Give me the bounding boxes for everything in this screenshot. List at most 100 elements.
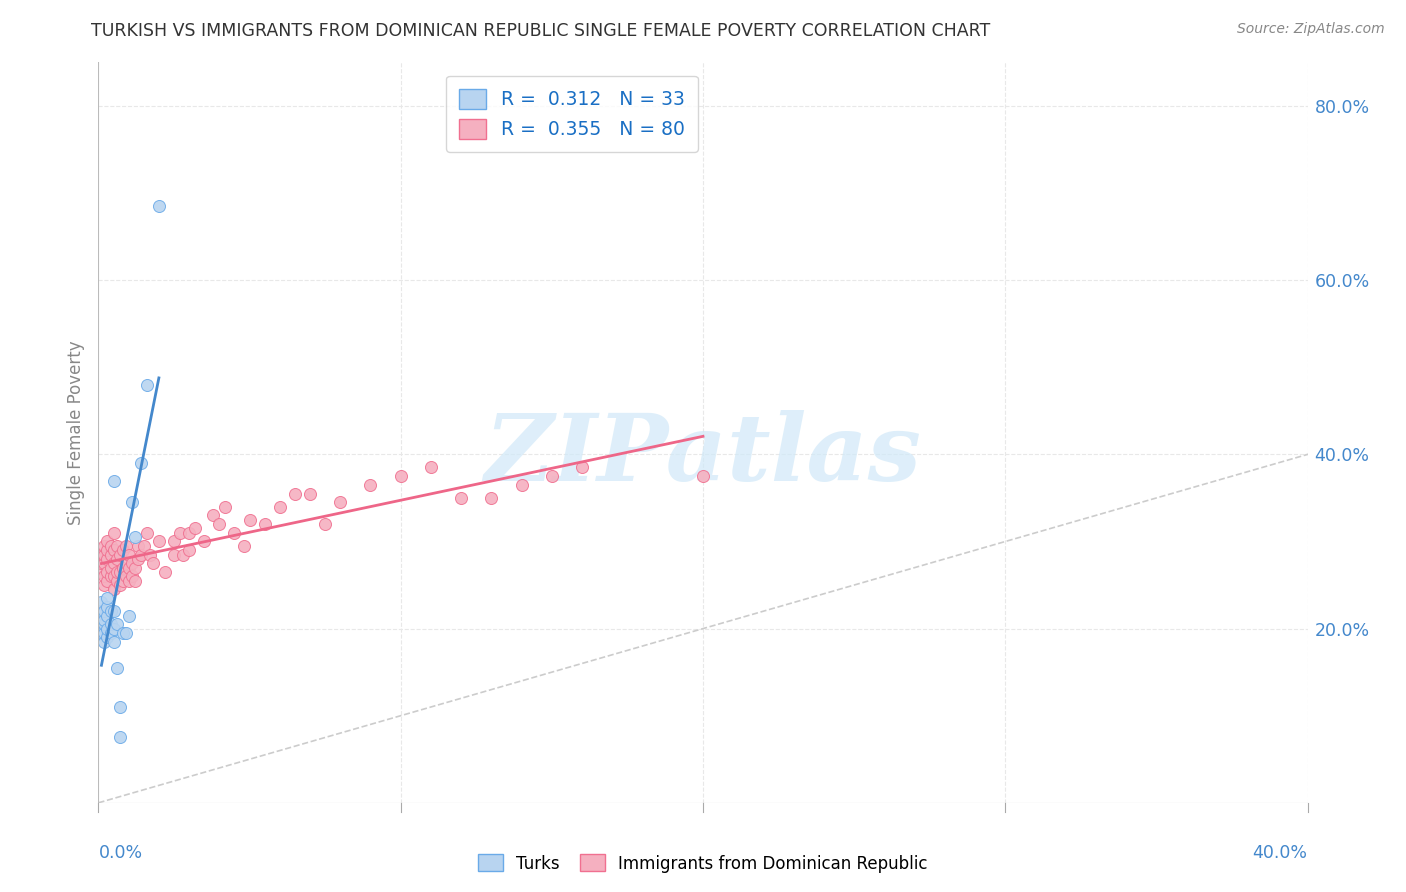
Legend: Turks, Immigrants from Dominican Republic: Turks, Immigrants from Dominican Republi… (471, 847, 935, 880)
Point (269, 500, 291, 514)
Point (232, 539, 254, 553)
Point (111, 560, 134, 574)
Point (239, 513, 262, 527)
Point (90, 565, 112, 579)
Point (111, 543, 134, 558)
Point (100, 560, 122, 574)
Text: Source: ZipAtlas.com: Source: ZipAtlas.com (1237, 22, 1385, 37)
Legend: R =  0.312   N = 33, R =  0.355   N = 80: R = 0.312 N = 33, R = 0.355 N = 80 (446, 76, 697, 153)
Point (142, 556, 165, 570)
Point (105, 574, 128, 588)
Point (129, 456, 152, 470)
Point (103, 622, 125, 636)
Point (124, 560, 146, 574)
Point (314, 517, 336, 532)
Point (163, 548, 186, 562)
Point (121, 495, 143, 509)
Point (114, 569, 136, 583)
Point (103, 525, 125, 540)
Point (172, 548, 194, 562)
Point (100, 548, 122, 562)
Point (389, 469, 412, 483)
Point (96, 608, 118, 623)
Point (202, 508, 225, 523)
Point (114, 556, 136, 570)
Point (108, 700, 131, 714)
Point (135, 525, 157, 540)
Point (118, 548, 141, 562)
Point (90, 556, 112, 570)
Point (96, 574, 118, 588)
Point (96, 630, 118, 644)
Point (93, 604, 115, 618)
Point (93, 556, 115, 570)
Text: ZIPatlas: ZIPatlas (485, 409, 921, 500)
Point (118, 608, 141, 623)
Point (179, 543, 201, 558)
Point (105, 552, 128, 566)
Point (103, 569, 125, 583)
Point (163, 534, 186, 549)
Point (108, 731, 131, 745)
Point (124, 530, 146, 544)
Point (96, 622, 118, 636)
Point (193, 534, 215, 549)
Point (96, 534, 118, 549)
Point (139, 548, 162, 562)
Point (114, 626, 136, 640)
Point (100, 604, 122, 618)
Point (571, 460, 593, 475)
Point (153, 565, 176, 579)
Point (103, 582, 125, 597)
Point (114, 539, 136, 553)
Point (93, 548, 115, 562)
Point (148, 534, 170, 549)
Point (118, 574, 141, 588)
Point (299, 486, 322, 500)
Point (121, 569, 143, 583)
Point (360, 478, 382, 492)
Point (90, 604, 112, 618)
Point (103, 474, 125, 488)
Point (96, 565, 118, 579)
Point (105, 565, 128, 579)
Point (510, 478, 533, 492)
Text: 40.0%: 40.0% (1253, 844, 1308, 862)
Point (329, 495, 352, 509)
Point (121, 556, 143, 570)
Point (96, 599, 118, 614)
Point (103, 604, 125, 618)
Point (100, 569, 122, 583)
Point (96, 552, 118, 566)
Point (284, 486, 307, 500)
Point (100, 626, 122, 640)
Point (93, 578, 115, 592)
Point (224, 525, 246, 540)
Point (148, 199, 170, 213)
Point (420, 460, 443, 475)
Point (214, 500, 236, 514)
Point (100, 617, 122, 632)
Point (111, 574, 134, 588)
Point (111, 626, 134, 640)
Point (132, 539, 155, 553)
Point (96, 591, 118, 606)
Point (208, 517, 231, 532)
Point (93, 634, 115, 648)
Point (108, 548, 131, 562)
Point (135, 377, 157, 392)
Point (93, 569, 115, 583)
Point (103, 543, 125, 558)
Point (108, 565, 131, 579)
Point (105, 617, 128, 632)
Point (93, 613, 115, 627)
Y-axis label: Single Female Poverty: Single Female Poverty (66, 341, 84, 524)
Point (127, 539, 149, 553)
Point (108, 578, 131, 592)
Point (179, 525, 201, 540)
Point (450, 491, 472, 505)
Point (93, 617, 115, 632)
Point (481, 491, 503, 505)
Text: TURKISH VS IMMIGRANTS FROM DOMINICAN REPUBLIC SINGLE FEMALE POVERTY CORRELATION : TURKISH VS IMMIGRANTS FROM DOMINICAN REP… (91, 22, 991, 40)
Point (118, 560, 141, 574)
